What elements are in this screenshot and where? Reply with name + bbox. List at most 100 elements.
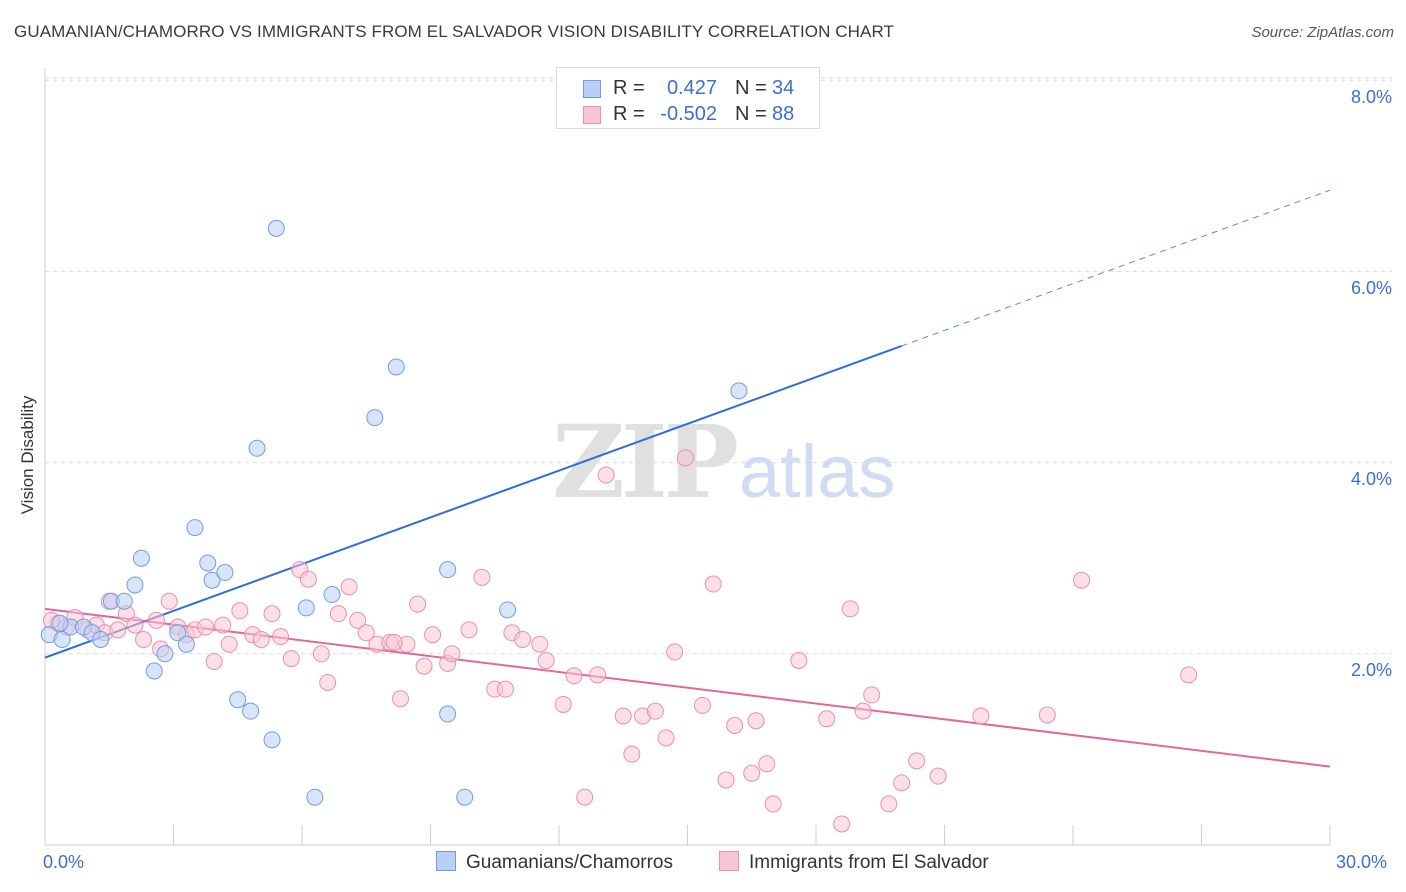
point-el-salvador [109, 621, 127, 639]
point-guamanian [242, 702, 260, 720]
point-el-salvador [565, 667, 583, 685]
point-el-salvador [329, 605, 347, 623]
trend-line-guamanians-extension [901, 189, 1331, 347]
point-guamanian [456, 788, 474, 806]
point-el-salvador [623, 745, 641, 763]
point-el-salvador [554, 695, 572, 713]
point-el-salvador [443, 645, 461, 663]
point-guamanian [92, 630, 110, 648]
point-guamanian [115, 592, 133, 610]
watermark-atlas: atlas [738, 430, 896, 513]
point-el-salvador [409, 595, 427, 613]
blue-swatch-icon [583, 80, 601, 98]
correlation-legend: R = 0.427 N = 34 R = -0.502 N = 88 [556, 67, 820, 129]
point-el-salvador [385, 633, 403, 651]
point-guamanian [730, 382, 748, 400]
r-label: R = [613, 77, 645, 99]
point-el-salvador [841, 600, 859, 618]
point-guamanian [216, 564, 234, 582]
point-el-salvador [929, 767, 947, 785]
point-el-salvador [392, 690, 410, 708]
point-el-salvador [657, 729, 675, 747]
y-tick-label-8: 8.0% [1350, 87, 1392, 107]
point-el-salvador [147, 611, 165, 629]
pink-swatch-icon [583, 106, 601, 124]
blue-swatch-icon [436, 851, 456, 871]
point-guamanian [229, 691, 247, 709]
legend-row-el-salvador: R = -0.502 N = 88 [557, 100, 819, 128]
point-el-salvador [299, 570, 317, 588]
point-el-salvador [747, 712, 765, 730]
point-el-salvador [473, 568, 491, 586]
r-value: 0.427 [666, 77, 717, 99]
point-el-salvador [818, 710, 836, 728]
point-guamanian [199, 554, 217, 572]
point-el-salvador [597, 466, 615, 484]
point-guamanian [267, 219, 285, 237]
source-label: Source: ZipAtlas.com [1251, 24, 1394, 41]
point-el-salvador [160, 592, 178, 610]
point-el-salvador [496, 680, 514, 698]
point-guamanian [51, 614, 69, 632]
point-el-salvador [205, 652, 223, 670]
point-el-salvador [1180, 666, 1198, 684]
point-guamanian [387, 358, 405, 376]
n-label: N = [735, 103, 767, 125]
point-el-salvador [424, 626, 442, 644]
point-el-salvador [537, 651, 555, 669]
point-guamanian [53, 630, 71, 648]
n-value: 34 [772, 77, 795, 99]
n-value: 88 [772, 103, 795, 125]
point-el-salvador [908, 752, 926, 770]
x-tick-label-max: 30.0% [1336, 852, 1388, 872]
point-el-salvador [514, 630, 532, 648]
point-guamanian [169, 624, 187, 642]
legend-row-guamanian: R = 0.427 N = 34 [557, 74, 819, 102]
axes [44, 68, 1331, 846]
point-guamanian [263, 731, 281, 749]
point-el-salvador [319, 673, 337, 691]
chart-title: GUAMANIAN/CHAMORRO VS IMMIGRANTS FROM EL… [14, 22, 895, 41]
point-guamanian [439, 561, 457, 579]
r-value: -0.502 [660, 103, 717, 125]
series-legend: Guamanians/Chamorros Immigrants from El … [0, 851, 1406, 879]
point-guamanian [366, 409, 384, 427]
point-el-salvador [135, 630, 153, 648]
point-el-salvador [220, 635, 238, 653]
point-guamanian [306, 788, 324, 806]
point-el-salvador [646, 702, 664, 720]
point-el-salvador [252, 630, 270, 648]
y-tick-label-6: 6.0% [1350, 278, 1392, 298]
point-guamanian [323, 586, 341, 604]
legend-item-guamanians: Guamanians/Chamorros [436, 851, 673, 874]
point-guamanian [297, 599, 315, 617]
point-el-salvador [972, 707, 990, 725]
point-el-salvador [415, 657, 433, 675]
point-el-salvador [614, 707, 632, 725]
point-el-salvador [312, 645, 330, 663]
legend-label: Guamanians/Chamorros [466, 852, 673, 873]
point-guamanian [126, 576, 144, 594]
pink-swatch-icon [719, 851, 739, 871]
point-el-salvador [764, 795, 782, 813]
legend-label: Immigrants from El Salvador [749, 852, 989, 873]
point-el-salvador [197, 618, 215, 636]
point-guamanian [186, 519, 204, 537]
n-label: N = [735, 77, 767, 99]
point-el-salvador [790, 651, 808, 669]
point-el-salvador [282, 650, 300, 668]
point-el-salvador [833, 815, 851, 833]
point-el-salvador [340, 578, 358, 596]
point-el-salvador [704, 575, 722, 593]
point-el-salvador [676, 449, 694, 467]
point-el-salvador [589, 666, 607, 684]
y-tick-label-4: 4.0% [1350, 469, 1392, 489]
point-el-salvador [693, 696, 711, 714]
point-el-salvador [576, 788, 594, 806]
point-guamanian [439, 705, 457, 723]
point-el-salvador [717, 771, 735, 789]
point-el-salvador [893, 774, 911, 792]
point-el-salvador [1073, 571, 1091, 589]
point-el-salvador [460, 621, 478, 639]
